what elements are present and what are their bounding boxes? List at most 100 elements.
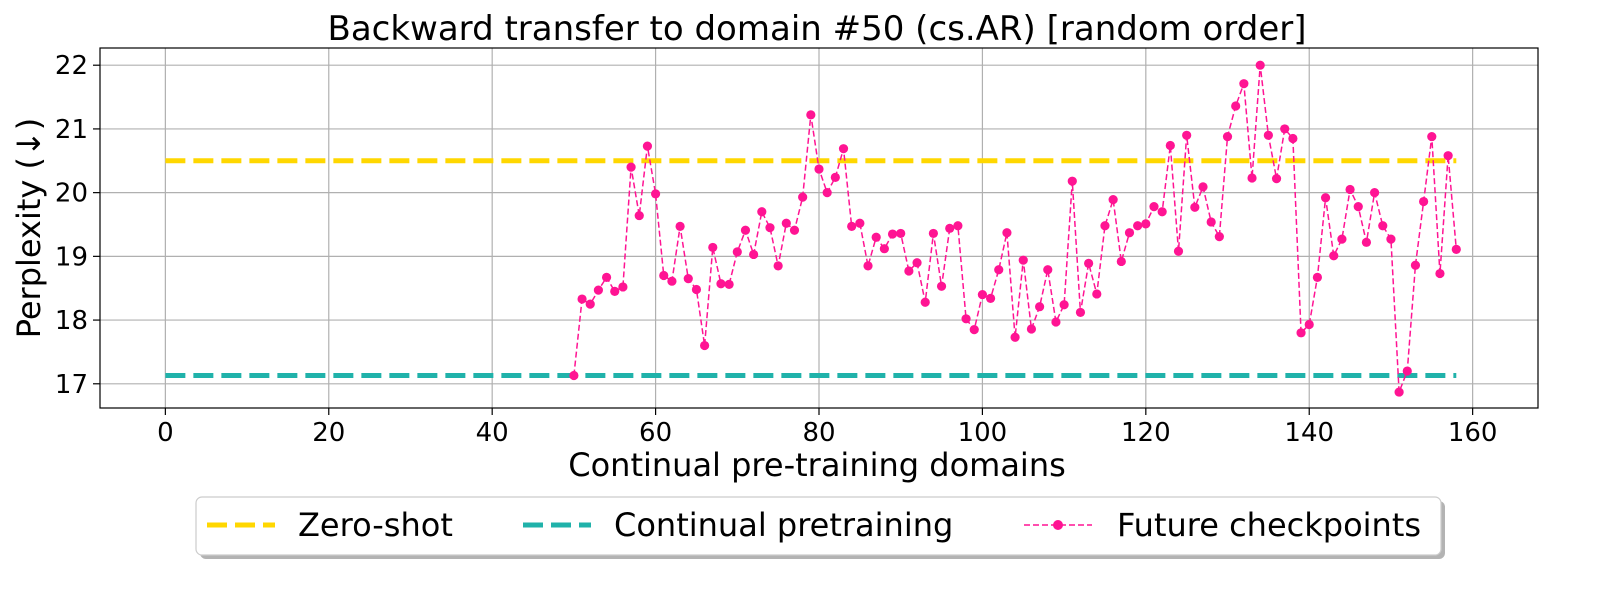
data-point-future-checkpoints: [773, 261, 783, 271]
y-axis: 17 18 19 20 21 22: [55, 51, 100, 400]
data-point-future-checkpoints: [985, 293, 996, 304]
data-point-future-checkpoints: [740, 225, 751, 235]
data-point-future-checkpoints: [1084, 258, 1094, 268]
legend-label-zero-shot: Zero-shot: [298, 506, 453, 544]
data-point-future-checkpoints: [969, 325, 979, 335]
data-point-future-checkpoints: [855, 218, 865, 228]
x-tick-label: 20: [312, 418, 345, 448]
y-axis-label: Perplexity (↓): [10, 118, 48, 339]
chart-title: Backward transfer to domain #50 (cs.AR) …: [328, 9, 1307, 49]
data-point-future-checkpoints: [1239, 79, 1249, 89]
x-tick-label: 160: [1448, 418, 1498, 448]
data-point-future-checkpoints: [675, 221, 685, 232]
data-point-future-checkpoints: [1231, 101, 1241, 111]
data-point-future-checkpoints: [977, 289, 988, 300]
data-point-future-checkpoints: [1222, 131, 1233, 142]
data-point-future-checkpoints: [1108, 195, 1118, 205]
data-point-future-checkpoints: [945, 223, 955, 233]
data-point-future-checkpoints: [879, 244, 889, 254]
x-tick-label: 140: [1284, 418, 1334, 448]
data-point-future-checkpoints: [1263, 130, 1273, 140]
data-point-future-checkpoints: [1394, 387, 1404, 397]
data-point-future-checkpoints: [1410, 260, 1421, 270]
data-point-future-checkpoints: [781, 218, 791, 228]
data-point-future-checkpoints: [887, 229, 898, 239]
data-point-future-checkpoints: [863, 261, 873, 271]
data-point-future-checkpoints: [1443, 151, 1453, 161]
data-point-future-checkpoints: [1165, 140, 1175, 151]
legend: Zero-shot Continual pretraining Future c…: [195, 496, 1445, 559]
data-point-future-checkpoints: [814, 164, 824, 174]
data-point-future-checkpoints: [953, 221, 963, 231]
data-point-future-checkpoints: [765, 223, 775, 233]
data-point-future-checkpoints: [601, 272, 612, 282]
data-point-future-checkpoints: [1173, 246, 1184, 256]
data-point-future-checkpoints: [1182, 130, 1192, 140]
data-point-future-checkpoints: [1100, 221, 1110, 231]
x-axis: 0 20 40 60 80 100 120 140 160: [157, 408, 1497, 448]
data-point-future-checkpoints: [1296, 328, 1306, 338]
data-point-future-checkpoints: [1214, 232, 1224, 242]
data-point-future-checkpoints: [1402, 366, 1412, 376]
data-point-future-checkpoints: [1451, 244, 1461, 254]
data-point-future-checkpoints: [1157, 207, 1167, 217]
data-point-future-checkpoints: [1337, 234, 1347, 244]
x-tick-label: 100: [958, 418, 1008, 448]
data-point-future-checkpoints: [1133, 221, 1143, 231]
data-point-future-checkpoints: [871, 232, 881, 242]
data-point-future-checkpoints: [1320, 193, 1331, 203]
data-point-future-checkpoints: [708, 242, 718, 253]
data-point-future-checkpoints: [1051, 317, 1061, 327]
x-tick-label: 0: [157, 418, 174, 448]
data-point-future-checkpoints: [1304, 319, 1314, 330]
data-point-future-checkpoints: [667, 276, 677, 286]
data-point-future-checkpoints: [1247, 173, 1257, 183]
data-point-future-checkpoints: [1116, 256, 1126, 267]
data-point-future-checkpoints: [757, 207, 767, 217]
data-point-future-checkpoints: [610, 286, 620, 296]
data-point-future-checkpoints: [700, 340, 710, 351]
data-point-future-checkpoints: [1329, 251, 1339, 261]
data-point-future-checkpoints: [1353, 202, 1363, 212]
data-point-future-checkpoints: [691, 284, 702, 295]
data-point-future-checkpoints: [1141, 219, 1151, 229]
y-tick-label: 20: [55, 179, 88, 209]
x-tick-label: 40: [476, 418, 509, 448]
y-tick-label: 17: [55, 370, 88, 400]
data-point-future-checkpoints: [1280, 124, 1290, 134]
data-point-future-checkpoints: [830, 172, 840, 182]
data-point-future-checkpoints: [798, 192, 808, 202]
data-point-future-checkpoints: [1378, 221, 1388, 231]
data-point-future-checkpoints: [634, 210, 644, 221]
legend-label-continual-pretraining: Continual pretraining: [614, 506, 953, 544]
x-tick-label: 80: [802, 418, 835, 448]
data-point-future-checkpoints: [1206, 217, 1216, 227]
data-point-future-checkpoints: [920, 297, 930, 307]
data-point-future-checkpoints: [732, 247, 742, 257]
data-point-future-checkpoints: [961, 314, 971, 324]
data-point-future-checkpoints: [569, 370, 579, 381]
data-point-future-checkpoints: [593, 285, 603, 295]
data-point-future-checkpoints: [626, 162, 636, 172]
data-point-future-checkpoints: [1092, 289, 1102, 299]
data-point-future-checkpoints: [585, 299, 595, 309]
data-point-future-checkpoints: [1361, 237, 1372, 247]
data-point-future-checkpoints: [724, 279, 734, 289]
data-point-future-checkpoints: [1018, 255, 1028, 265]
data-point-future-checkpoints: [1067, 176, 1077, 186]
data-point-future-checkpoints: [789, 225, 800, 235]
y-tick-label: 19: [55, 242, 88, 272]
data-point-future-checkpoints: [1059, 300, 1069, 310]
y-tick-label: 22: [55, 51, 88, 81]
data-point-future-checkpoints: [618, 282, 628, 292]
data-point-future-checkpoints: [1149, 202, 1159, 212]
x-tick-label: 120: [1121, 418, 1171, 448]
data-point-future-checkpoints: [683, 274, 693, 284]
data-point-future-checkpoints: [1271, 174, 1282, 184]
data-point-future-checkpoints: [1288, 133, 1298, 144]
data-point-future-checkpoints: [1124, 228, 1135, 238]
data-point-future-checkpoints: [912, 258, 922, 268]
data-point-future-checkpoints: [1255, 60, 1265, 70]
data-point-future-checkpoints: [659, 270, 669, 281]
